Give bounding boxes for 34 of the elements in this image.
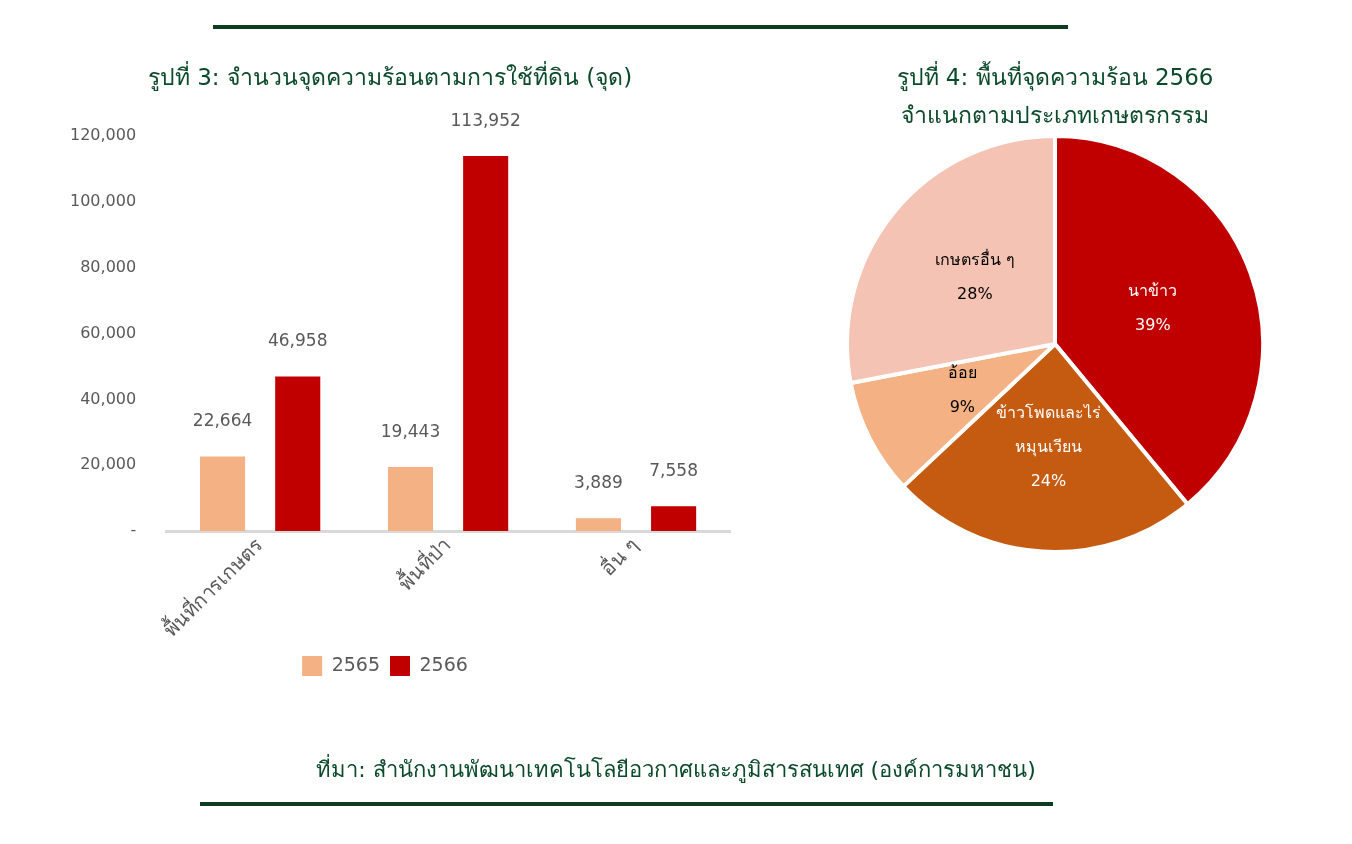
data-label: 19,443	[380, 421, 441, 442]
slice-label: เกษตรอื่น ๆ	[934, 247, 1015, 269]
y-tick-label: 80,000	[80, 256, 137, 276]
data-label: 22,664	[192, 410, 253, 431]
slice-label: นาข้าว	[1128, 280, 1178, 300]
data-label: 9%	[949, 397, 976, 417]
text: ที่มา: สำนักงานพัฒนาเทคโนโลยีอวกาศและภูมิสารสนเทศ (องค์การมหาชน)	[315, 753, 1037, 785]
slice-label: อ้อย	[947, 363, 977, 383]
y-tick-label: 20,000	[80, 454, 137, 474]
bar	[199, 456, 246, 532]
data-label: 7,558	[649, 460, 698, 481]
bar	[387, 467, 434, 532]
data-label: 28%	[957, 283, 993, 303]
bar	[463, 155, 509, 532]
bar	[275, 376, 321, 532]
bar	[651, 506, 697, 532]
chart-subtitle: จำแนกตามประเภทเกษตรกรรม	[900, 101, 1210, 130]
y-tick-label: 40,000	[80, 388, 137, 408]
data-label: 3,889	[574, 472, 623, 493]
data-label: 46,958	[267, 330, 328, 351]
data-label: 39%	[1135, 314, 1171, 334]
y-tick-label: -	[130, 520, 137, 540]
y-tick-label: 60,000	[80, 322, 137, 342]
data-label: 113,952	[450, 109, 521, 130]
data-label: 24%	[1030, 470, 1067, 490]
legend-label: 2566	[419, 652, 468, 675]
bar	[575, 518, 621, 532]
legend-label: 2565	[331, 652, 381, 675]
y-tick-label: 120,000	[69, 125, 137, 145]
chart-title: รูปที่ 4: พื้นที่จุดความร้อน 2566	[895, 60, 1215, 93]
x-tick-label: อื่น ๆ	[594, 531, 644, 581]
chart-title: รูปที่ 3: จำนวนจุดความร้อนตามการใช้ที่ดิน (จุด)	[146, 60, 634, 93]
slice-label: ข้าวโพดและไร่หมุนเวียน	[995, 402, 1101, 457]
y-tick-label: 100,000	[69, 191, 137, 211]
